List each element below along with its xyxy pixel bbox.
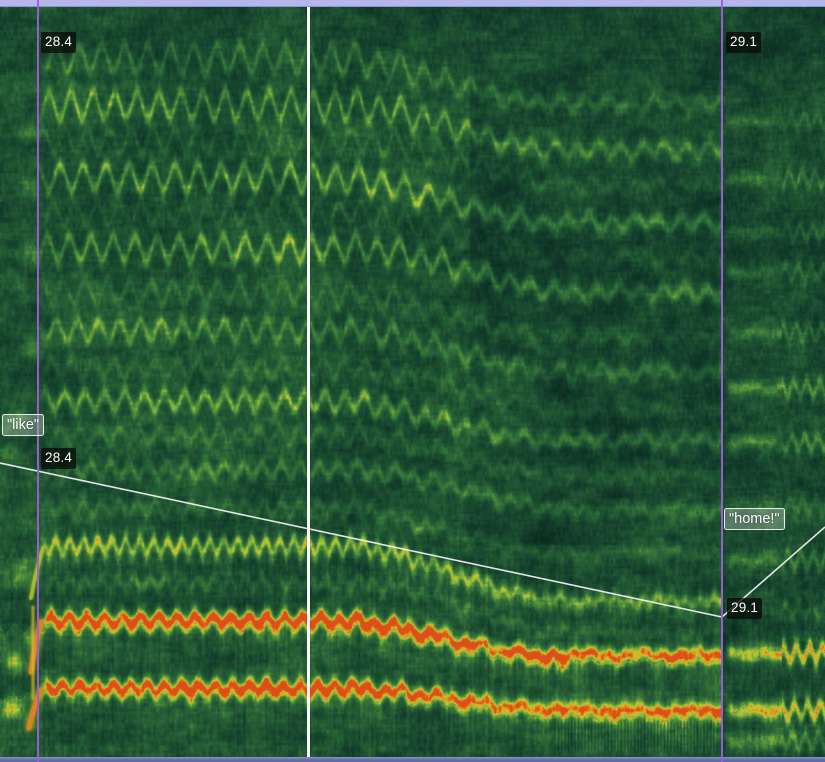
selection-marker-start[interactable] bbox=[37, 0, 39, 762]
bottom-ruler-strip bbox=[0, 757, 825, 762]
time-label-end-top: 29.1 bbox=[726, 32, 762, 53]
top-ruler-strip bbox=[0, 0, 825, 7]
word-annotation-home[interactable]: "home!" bbox=[724, 508, 785, 531]
selection-marker-end[interactable] bbox=[721, 0, 723, 762]
time-label-start-top: 28.4 bbox=[41, 32, 77, 53]
playhead-line[interactable] bbox=[307, 7, 310, 757]
time-label-end-mid: 29.1 bbox=[727, 598, 763, 619]
time-label-start-mid: 28.4 bbox=[41, 448, 77, 469]
word-annotation-like[interactable]: "like" bbox=[2, 414, 45, 437]
